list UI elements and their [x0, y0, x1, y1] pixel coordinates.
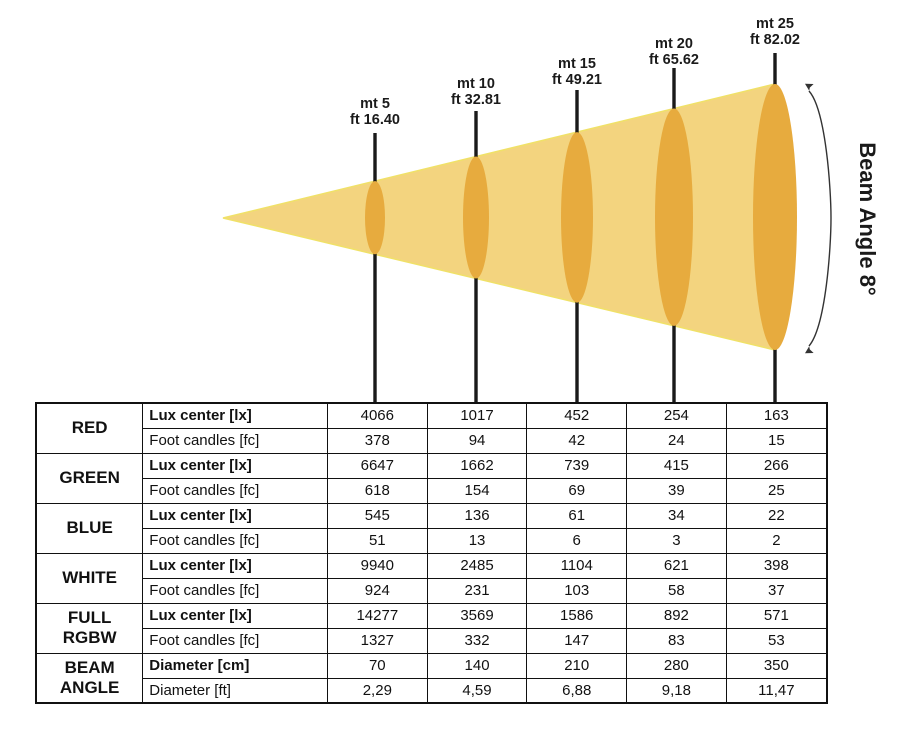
svg-text:mt 20: mt 20 — [655, 36, 693, 52]
svg-text:ft 16.40: ft 16.40 — [350, 112, 400, 128]
svg-text:mt 10: mt 10 — [457, 76, 495, 92]
svg-text:mt 5: mt 5 — [360, 96, 390, 112]
svg-text:mt 25: mt 25 — [756, 16, 794, 32]
svg-text:Beam Angle 8°: Beam Angle 8° — [855, 142, 880, 295]
svg-text:ft 65.62: ft 65.62 — [649, 52, 699, 68]
svg-text:ft 82.02: ft 82.02 — [750, 32, 800, 48]
svg-text:mt 15: mt 15 — [558, 56, 596, 72]
svg-text:ft 32.81: ft 32.81 — [451, 92, 501, 108]
svg-text:ft 49.21: ft 49.21 — [552, 72, 602, 88]
